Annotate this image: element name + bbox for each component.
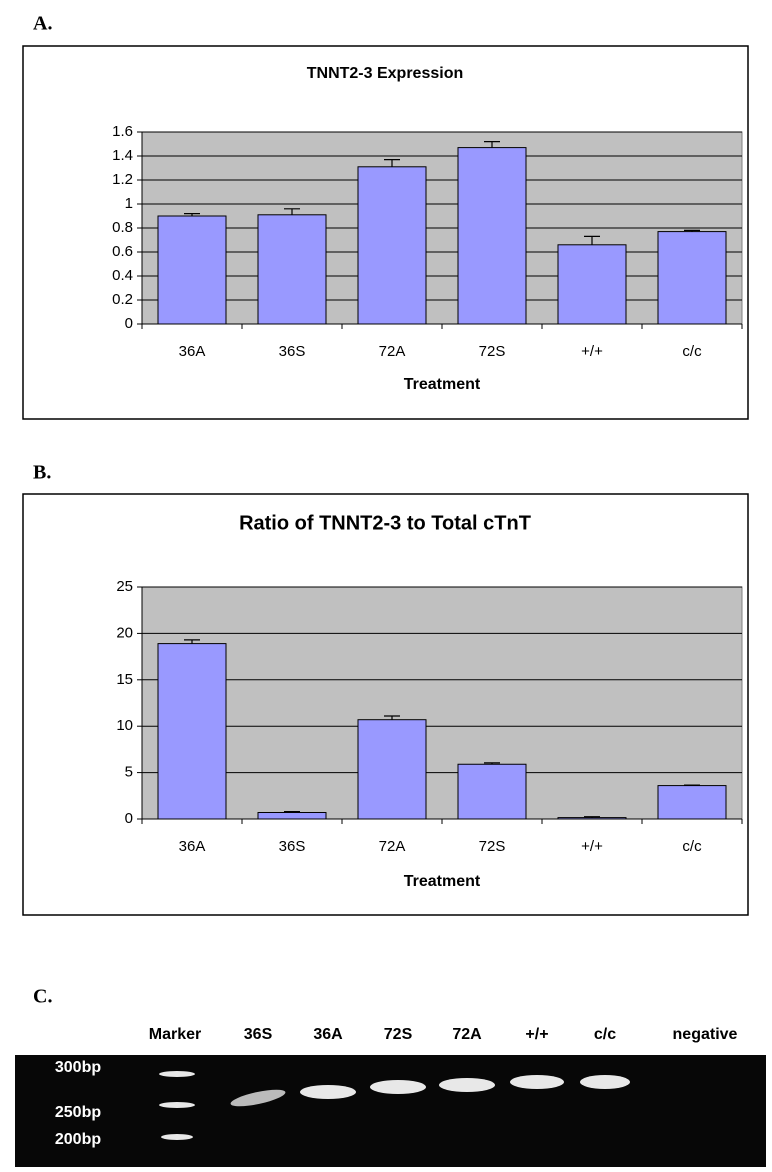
size-label: 300bp [55,1059,101,1076]
bar [557,817,627,820]
x-tick-label: 36S [279,838,306,855]
x-tick-label: 36A [179,343,206,360]
bar [257,214,327,325]
x-tick-label: 36A [179,838,206,855]
bar [257,812,327,820]
lane-label: negative [673,1026,738,1043]
error-bar [384,715,400,720]
x-tick-label: 72A [379,343,406,360]
bar [557,244,627,325]
y-tick-label: 1 [125,195,133,212]
chart-title: TNNT2-3 Expression [307,65,463,82]
x-tick-label: 72S [479,838,506,855]
panel-label: A. [33,13,52,35]
band [510,1075,564,1089]
bar [657,231,727,325]
error-bar [184,639,200,644]
lane-label: 36A [313,1026,343,1043]
y-tick-label: 0 [125,315,133,332]
lane-label: 36S [244,1026,273,1043]
y-tick-label: 15 [116,671,133,688]
y-tick-label: 10 [116,717,133,734]
error-bar [484,762,500,765]
plot-area [141,586,743,820]
band [230,1089,286,1107]
bar [657,785,727,820]
error-bar [184,213,200,216]
y-tick-label: 20 [116,624,133,641]
y-tick-label: 25 [116,578,133,595]
x-tick-label: 36S [279,343,306,360]
lane-label: +/+ [525,1026,548,1043]
error-bar [684,229,700,232]
lane-label: 72A [452,1026,482,1043]
error-bar [284,810,300,813]
size-label: 200bp [55,1131,101,1148]
x-tick-label: c/c [682,838,702,855]
band [580,1075,630,1089]
y-tick-label: 0.6 [112,243,133,260]
lane-label: c/c [594,1026,616,1043]
error-bar [384,159,400,167]
marker-band [161,1134,193,1140]
x-tick-label: 72S [479,343,506,360]
band [370,1080,426,1094]
bar [157,215,227,325]
marker-band [159,1102,195,1108]
gel-image [15,1055,766,1167]
lane-label: Marker [149,1026,201,1043]
bar [457,763,527,820]
chart-title: Ratio of TNNT2-3 to Total cTnT [239,512,531,534]
error-bar [584,816,600,818]
bar [357,166,427,325]
x-tick-label: +/+ [581,838,603,855]
y-tick-label: 1.4 [112,147,133,164]
error-bar [484,141,500,148]
error-bar [584,235,600,245]
x-tick-label: 72A [379,838,406,855]
gel-bands [159,1071,630,1140]
lane-label: 72S [384,1026,413,1043]
y-tick-label: 0.2 [112,291,133,308]
bar [357,719,427,820]
band [300,1085,356,1099]
x-tick-label: c/c [682,343,702,360]
y-tick-label: 1.6 [112,123,133,140]
x-axis-label: Treatment [404,873,481,890]
x-axis-label: Treatment [404,376,481,393]
y-tick-label: 1.2 [112,171,133,188]
panel-label: C. [33,986,52,1008]
error-bar [284,208,300,215]
size-label: 250bp [55,1104,101,1121]
y-tick-label: 0.8 [112,219,133,236]
y-tick-label: 5 [125,764,133,781]
bar [457,147,527,325]
marker-band [159,1071,195,1077]
y-tick-label: 0 [125,810,133,827]
x-tick-label: +/+ [581,343,603,360]
band [439,1078,495,1092]
y-tick-label: 0.4 [112,267,133,284]
panel-label: B. [33,462,51,484]
bar [157,643,227,820]
